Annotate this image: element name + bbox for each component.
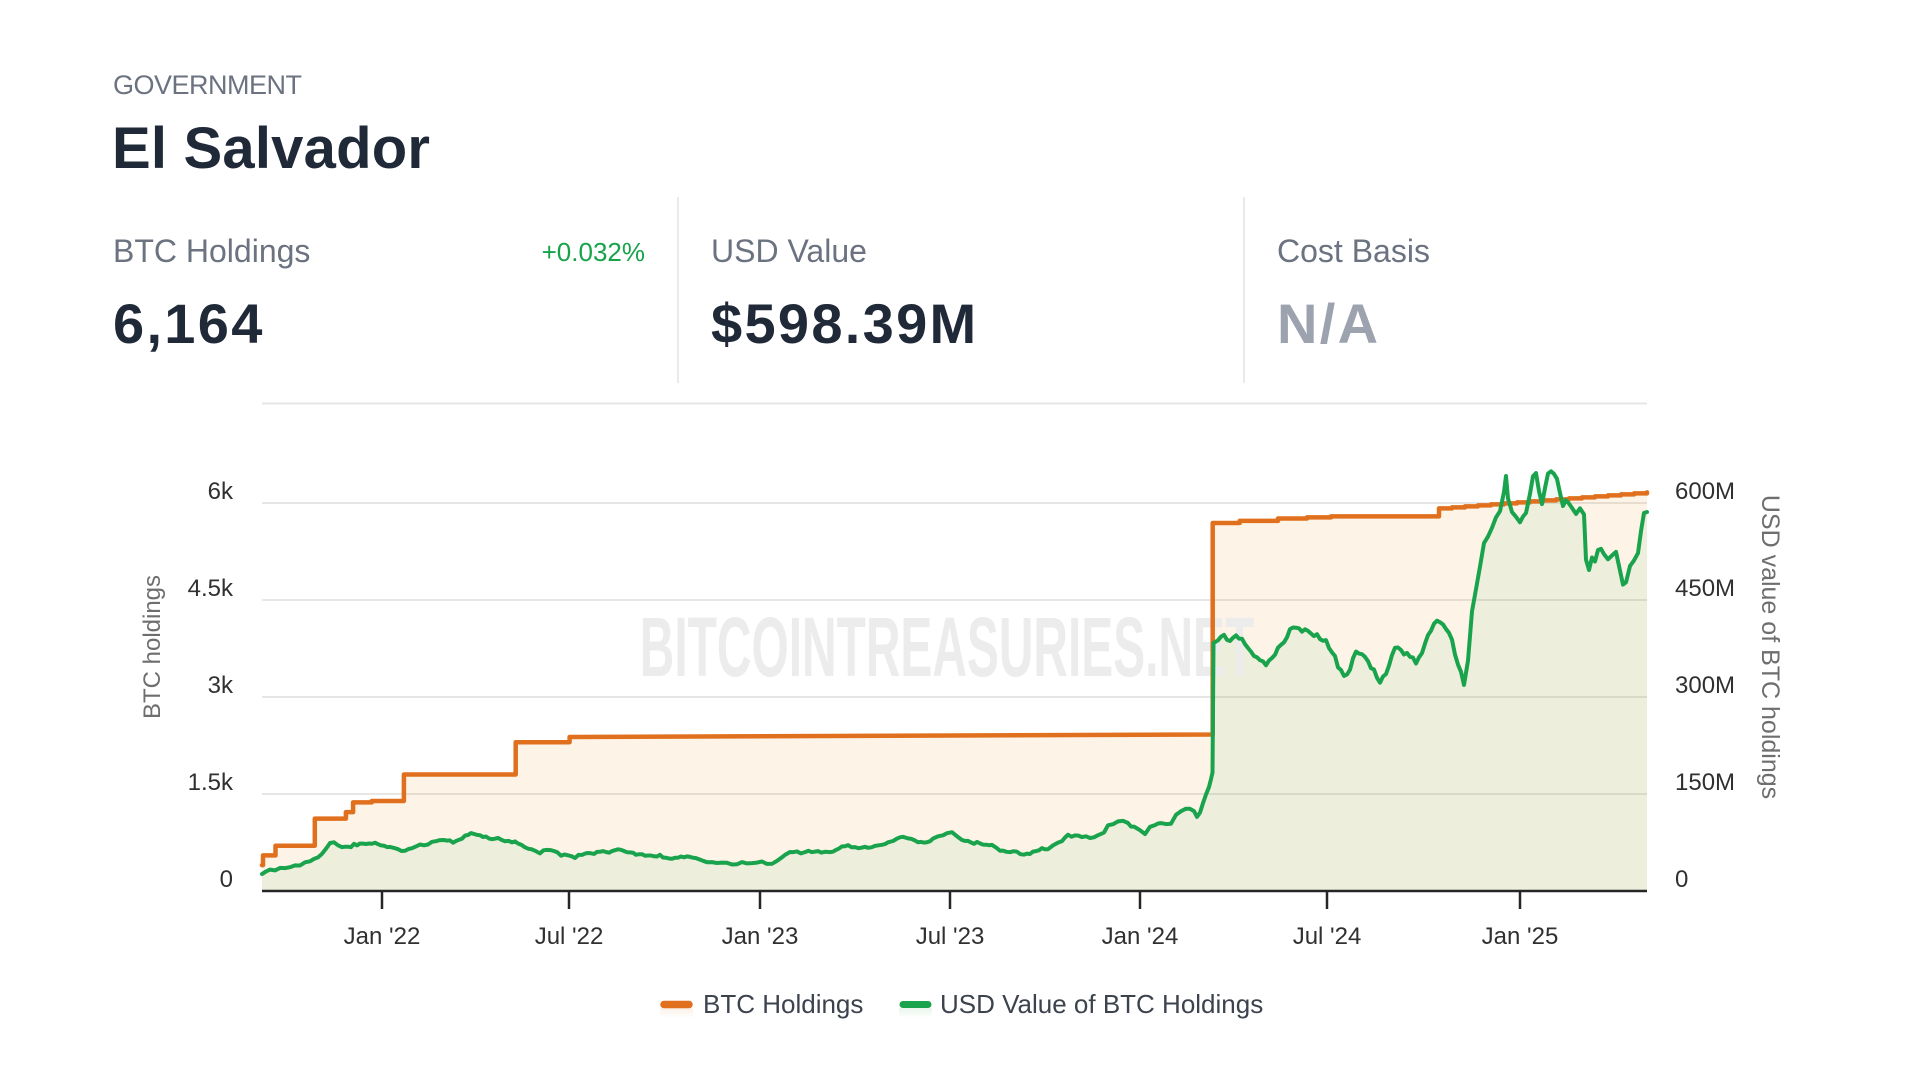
svg-text:6k: 6k — [208, 478, 234, 505]
svg-text:150M: 150M — [1675, 769, 1735, 796]
svg-text:0: 0 — [1675, 866, 1688, 893]
svg-text:USD value of BTC holdings: USD value of BTC holdings — [1756, 495, 1784, 799]
svg-text:600M: 600M — [1675, 478, 1735, 505]
svg-text:Jan '24: Jan '24 — [1102, 923, 1179, 950]
svg-text:Jul '22: Jul '22 — [535, 923, 604, 950]
svg-text:Jul '24: Jul '24 — [1293, 923, 1362, 950]
svg-text:USD Value of BTC Holdings: USD Value of BTC Holdings — [940, 989, 1263, 1019]
svg-text:0: 0 — [220, 866, 233, 893]
svg-text:BTC holdings: BTC holdings — [139, 575, 166, 719]
svg-text:Jan '23: Jan '23 — [722, 923, 799, 950]
svg-text:4.5k: 4.5k — [188, 575, 234, 602]
svg-text:300M: 300M — [1675, 672, 1735, 699]
svg-text:1.5k: 1.5k — [188, 769, 234, 796]
svg-text:Jan '22: Jan '22 — [344, 923, 421, 950]
svg-text:3k: 3k — [208, 672, 234, 699]
svg-text:450M: 450M — [1675, 575, 1735, 602]
svg-text:Jul '23: Jul '23 — [916, 923, 985, 950]
svg-text:BITCOINTREASURIES.NET: BITCOINTREASURIES.NET — [640, 601, 1255, 694]
svg-text:Jan '25: Jan '25 — [1482, 923, 1559, 950]
svg-text:BTC Holdings: BTC Holdings — [703, 989, 863, 1019]
